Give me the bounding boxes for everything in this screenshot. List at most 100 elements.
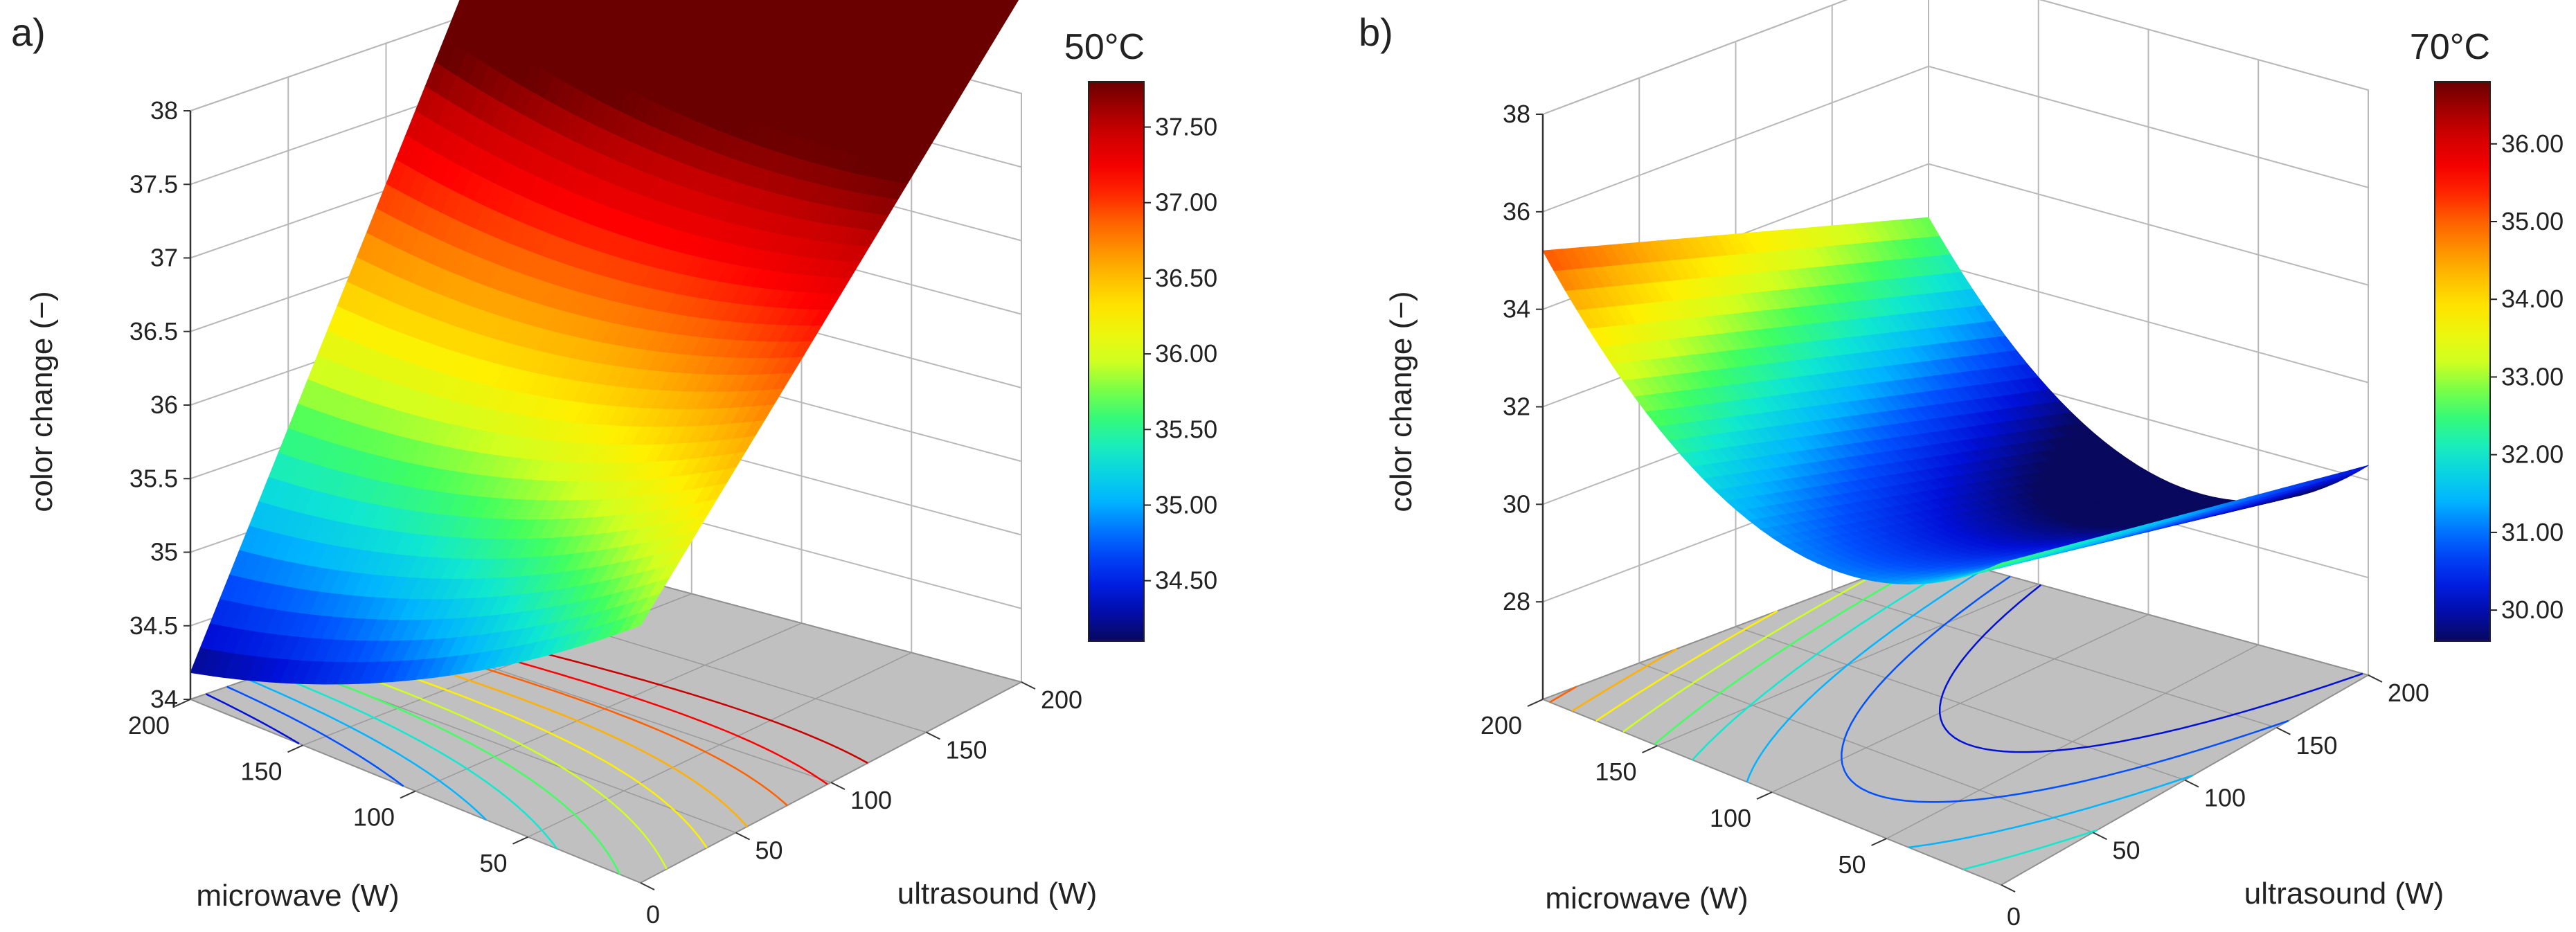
surface-patch: [1989, 560, 2011, 568]
y-tick: [2001, 884, 2016, 893]
z-tick-label: 35: [150, 538, 178, 566]
y-tick: [830, 782, 846, 790]
x-tick: [512, 836, 528, 845]
z-gridline: [1542, 0, 2369, 115]
x-axis-label: microwave (W): [1545, 881, 1748, 915]
panel-b-chart: 28 30 32 34 36 38 200 150 100 50 0 50 100 150 200 color…: [1359, 0, 2564, 931]
floor-contour-line: [226, 685, 404, 787]
y-tick-label: 50: [2113, 836, 2140, 864]
floor-contour-line: [1595, 610, 1778, 722]
colorbar-tick-label: 33.00: [2501, 362, 2564, 391]
z-tick-label: 37.5: [129, 170, 178, 198]
panel-label: b): [1359, 10, 1393, 54]
y-tick-label: 100: [850, 786, 892, 814]
y-tick-label: 50: [755, 836, 783, 865]
floor-contour-line: [1938, 584, 2363, 753]
z-tick-label: 36: [150, 391, 178, 419]
z-tick-label: 37: [150, 244, 178, 272]
z-tick-label: 28: [1503, 587, 1530, 616]
floor-contour-line: [247, 679, 487, 821]
z-tick-label: 38: [150, 96, 178, 125]
floor-contour-line: [1622, 572, 1879, 733]
colorbar-tick-label: 34.00: [2501, 285, 2564, 313]
x-tick: [1642, 745, 1658, 753]
x-tick-label: 200: [128, 711, 170, 740]
colorbar-tick-label: 36.00: [2501, 129, 2564, 158]
z-tick-label: 35.5: [129, 464, 178, 492]
colorbar-title: 50°C: [1064, 27, 1145, 67]
x-tick-label: 50: [1838, 850, 1866, 879]
y-axis-label: ultrasound (W): [2244, 877, 2444, 911]
y-tick: [926, 731, 940, 740]
x-tick-label: 100: [1710, 804, 1751, 832]
x-tick-label: 100: [353, 803, 395, 832]
x-tick: [1527, 699, 1544, 707]
floor-contour-plane: [1541, 553, 2370, 886]
y-tick-label: 0: [646, 900, 660, 929]
floor-contour-line: [269, 671, 558, 850]
floor-contour-line: [1549, 685, 1577, 704]
x-tick-label: 200: [1481, 711, 1522, 740]
y-tick: [735, 832, 750, 841]
colorbar-tick-label: 35.50: [1155, 415, 1217, 443]
y-axis-label: ultrasound (W): [897, 877, 1098, 911]
colorbar: 30.00 31.00 32.00 33.00 34.00 35.00 36.00 70°C: [2410, 27, 2564, 642]
y-tick-label: 150: [2296, 731, 2338, 760]
y-tick: [640, 882, 655, 890]
panel-label: a): [11, 10, 46, 54]
colorbar-tick-label: 36.50: [1155, 264, 1217, 292]
floor-contour-line: [205, 693, 300, 745]
y-tick-label: 150: [946, 736, 987, 764]
colorbar-tick-label: 30.00: [2501, 595, 2564, 624]
floor-gridline: [1735, 626, 2185, 781]
colorbar-title: 70°C: [2410, 27, 2490, 67]
z-tick-label: 36.5: [129, 317, 178, 346]
colorbar-tick-label: 36.00: [1155, 339, 1217, 368]
y-tick: [1021, 681, 1036, 690]
panel-a-chart: 34 34.5 35 35.5 36 36.5 37 37.5 38 200 150 100 50 0 50…: [11, 0, 1217, 929]
x-axis-label: microwave (W): [196, 879, 399, 913]
colorbar-tick-label: 34.50: [1155, 566, 1217, 595]
response-surface: [190, 0, 1019, 685]
colorbar-tick-label: 31.00: [2501, 518, 2564, 546]
axes: 28 30 32 34 36 38 200 150 100 50 0 50 100 150 200: [1481, 100, 2429, 931]
x-tick-label: 150: [240, 757, 282, 785]
y-tick-label: 100: [2204, 784, 2246, 812]
colorbar-gradient: [2434, 81, 2491, 642]
floor-contour-line: [1571, 647, 1678, 713]
response-surface: [1542, 217, 2369, 585]
y-tick-label: 0: [2007, 902, 2021, 931]
floor-contour-line: [1692, 562, 2098, 870]
colorbar-tick-label: 35.00: [2501, 207, 2564, 235]
y-tick: [2093, 832, 2107, 841]
x-tick: [1756, 791, 1773, 800]
x-tick-label: 50: [479, 849, 507, 877]
z-tick-label: 34.5: [129, 611, 178, 640]
colorbar-tick-label: 37.00: [1155, 188, 1217, 217]
y-tick: [2184, 779, 2199, 788]
colorbar-gradient: [1088, 81, 1145, 642]
x-tick: [400, 790, 416, 799]
z-tick-label: 32: [1503, 393, 1530, 421]
x-tick: [175, 699, 191, 707]
colorbar-tick-label: 32.00: [2501, 440, 2564, 469]
colorbar: 34.50 35.00 35.50 36.00 36.50 37.00 37.50 50°C: [1064, 27, 1217, 642]
colorbar-tick-label: 37.50: [1155, 113, 1217, 141]
floor-contour-line: [1746, 568, 2193, 849]
y-tick: [2368, 674, 2383, 683]
z-tick-label: 36: [1503, 197, 1530, 226]
y-tick-label: 200: [2388, 679, 2429, 707]
surface-patch: [628, 609, 651, 631]
colorbar-tick-label: 35.00: [1155, 490, 1217, 519]
floor-gridline: [1832, 589, 2277, 728]
x-tick-label: 150: [1595, 758, 1636, 786]
y-tick-label: 200: [1041, 685, 1082, 714]
z-axis-label: color change (−): [25, 291, 59, 512]
floor-contour-line: [1841, 575, 2289, 803]
z-axis-label: color change (−): [1384, 291, 1418, 512]
floor-contour-line: [289, 664, 621, 875]
y-tick: [2276, 726, 2291, 735]
x-tick: [1871, 838, 1887, 846]
z-tick-label: 34: [150, 685, 178, 713]
